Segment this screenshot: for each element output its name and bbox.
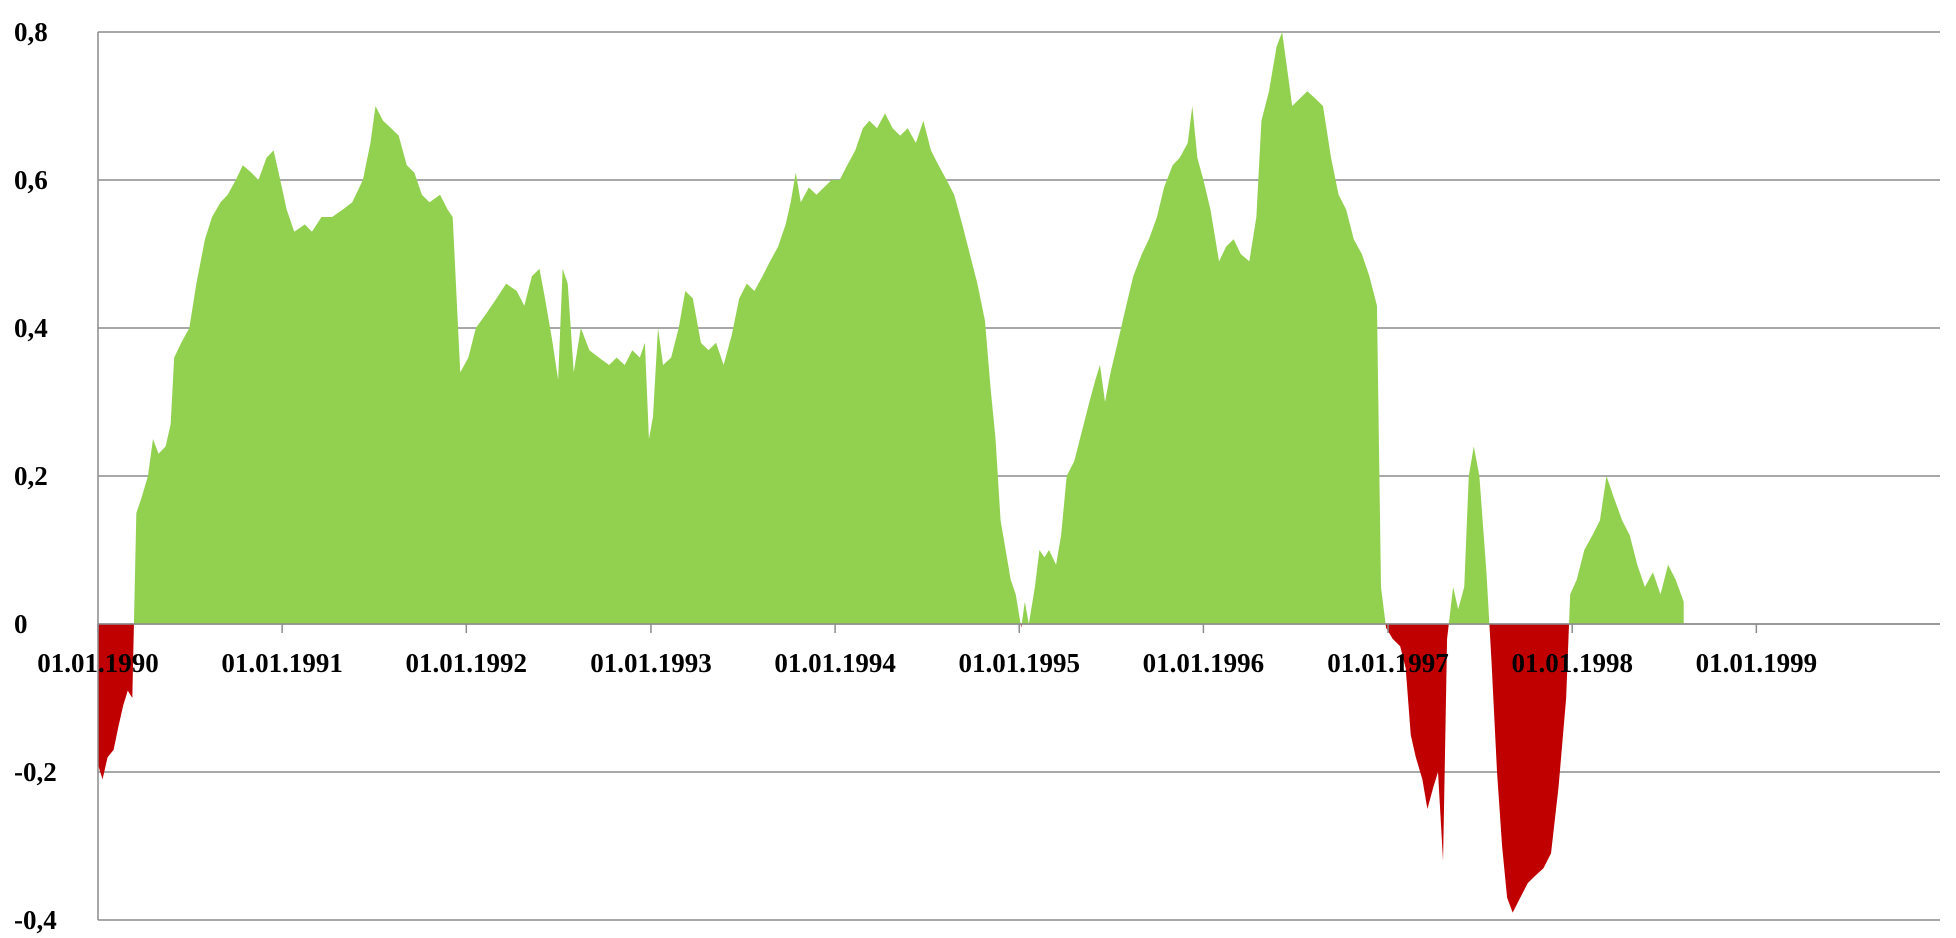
x-tick-label: 01.01.1996 xyxy=(1143,648,1265,678)
x-tick-label: 01.01.1999 xyxy=(1696,648,1818,678)
positive-area xyxy=(1021,32,1386,624)
x-tick-label: 01.01.1992 xyxy=(406,648,528,678)
negative-area xyxy=(1020,624,1022,628)
y-tick-label: -0,2 xyxy=(14,757,57,787)
positive-area xyxy=(1448,446,1490,624)
x-tick-label: 01.01.1997 xyxy=(1327,648,1449,678)
negative-area xyxy=(1489,624,1570,913)
negative-area xyxy=(98,624,134,780)
y-tick-label: -0,4 xyxy=(14,905,57,935)
y-tick-label: 0,4 xyxy=(14,313,48,343)
x-tick-label: 01.01.1994 xyxy=(774,648,896,678)
axes xyxy=(97,32,1940,920)
y-tick-label: 0 xyxy=(14,609,28,639)
negative-area xyxy=(1385,624,1449,861)
y-tick-label: 0,2 xyxy=(14,461,48,491)
x-tick-label: 01.01.1993 xyxy=(590,648,712,678)
y-tick-labels: -0,4 -0,2 0 0,2 0,4 0,6 0,8 xyxy=(14,17,57,935)
positive-area xyxy=(133,106,1021,624)
positive-area xyxy=(1569,476,1684,624)
y-tick-label: 0,8 xyxy=(14,17,48,47)
x-tick-labels: 01.01.1990 01.01.1991 01.01.1992 01.01.1993… xyxy=(37,648,1817,678)
x-tick-label: 01.01.1995 xyxy=(959,648,1081,678)
area-series xyxy=(98,32,1684,913)
x-tick-label: 01.01.1998 xyxy=(1511,648,1633,678)
y-tick-label: 0,6 xyxy=(14,165,48,195)
x-tick-label: 01.01.1991 xyxy=(221,648,343,678)
x-tick-label: 01.01.1990 xyxy=(37,648,159,678)
